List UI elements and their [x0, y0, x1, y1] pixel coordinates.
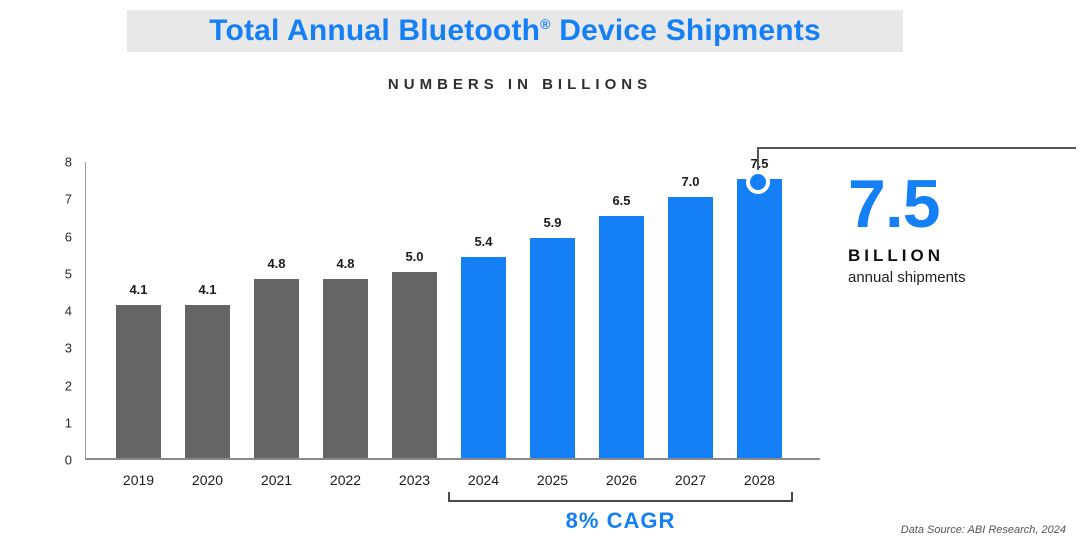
cagr-bracket [448, 492, 793, 502]
bar-value-label: 6.5 [612, 193, 631, 208]
bar-2021 [254, 279, 299, 458]
bar-value-label: 5.4 [474, 234, 493, 249]
bar-2024 [461, 257, 506, 458]
page-title: Total Annual Bluetooth® Device Shipments [209, 14, 821, 48]
y-tick-label: 6 [64, 229, 72, 244]
bar-value-label: 4.8 [267, 256, 286, 271]
bar-2020 [185, 305, 230, 458]
bar-value-label: 5.9 [543, 215, 562, 230]
registered-trademark-symbol: ® [540, 16, 551, 32]
callout-caption: annual shipments [848, 269, 966, 286]
bars-container: 4.1 2019 4.1 2020 4.8 2021 4.8 2022 5.0 2023 5.4 20… [104, 156, 794, 488]
bar-column: 4.1 2020 [173, 162, 242, 488]
y-tick-label: 1 [64, 415, 72, 431]
callout: 7.5 BILLION annual shipments [848, 170, 1058, 286]
chart-subtitle: NUMBERS IN BILLIONS [387, 76, 653, 93]
y-tick-label: 7 [64, 191, 72, 207]
bar-2019 [116, 305, 161, 458]
bar-value-label: 7.5 [750, 156, 769, 171]
x-axis-label: 2028 [743, 472, 776, 488]
callout-connector-vertical [757, 147, 759, 175]
x-axis-label: 2021 [260, 472, 293, 488]
bar-column: 5.9 2025 [518, 162, 587, 488]
bar-2026 [599, 216, 644, 458]
bar-2023 [392, 272, 437, 458]
bar-column: 4.1 2019 [104, 162, 173, 488]
bar-value-label: 4.1 [129, 282, 148, 297]
title-band: Total Annual Bluetooth® Device Shipments [127, 10, 903, 52]
callout-connector-horizontal [758, 147, 1076, 149]
page-title-text: Device Shipments [550, 14, 821, 47]
x-axis-label: 2020 [191, 472, 224, 488]
bar-2028 [737, 179, 782, 458]
bar-2022 [323, 279, 368, 458]
y-tick-label: 8 [64, 154, 72, 170]
bar-column: 6.5 2026 [587, 162, 656, 488]
y-tick-label: 5 [64, 266, 72, 282]
bar-column: 4.8 2022 [311, 162, 380, 488]
bar-2027 [668, 197, 713, 458]
x-axis-label: 2024 [467, 472, 500, 488]
y-tick-label: 3 [64, 340, 72, 356]
bar-column: 7.0 2027 [656, 162, 725, 488]
y-tick-label: 0 [64, 452, 72, 468]
x-axis-label: 2023 [398, 472, 431, 488]
y-tick-label: 2 [64, 378, 72, 393]
callout-unit: BILLION [848, 246, 944, 265]
bar-column: 7.5 2028 [725, 156, 794, 488]
data-source: Data Source: ABI Research, 2024 [900, 524, 1066, 536]
plot-area: 4.1 2019 4.1 2020 4.8 2021 4.8 2022 5.0 2023 5.4 20… [85, 156, 820, 488]
bar-column: 4.8 2021 [242, 162, 311, 488]
x-axis-label: 2019 [122, 472, 155, 488]
callout-value: 7.5 [848, 166, 941, 242]
bar-value-label: 4.1 [198, 282, 217, 297]
x-axis-label: 2022 [329, 472, 362, 488]
y-tick-label: 4 [64, 303, 72, 319]
x-axis-label: 2025 [536, 472, 569, 488]
x-axis-label: 2026 [605, 472, 638, 488]
highlight-dot [746, 170, 770, 194]
cagr-label: 8% CAGR [565, 508, 676, 533]
y-axis-labels: 0 1 2 3 4 5 6 7 8 [38, 155, 78, 468]
bar-column: 5.4 2024 [449, 162, 518, 488]
bar-2025 [530, 238, 575, 458]
x-axis-label: 2027 [674, 472, 707, 488]
bar-column: 5.0 2023 [380, 162, 449, 488]
bar-value-label: 7.0 [681, 174, 700, 189]
bar-value-label: 5.0 [405, 249, 424, 264]
page-title-text: Total Annual Bluetooth [209, 14, 541, 47]
bar-value-label: 4.8 [336, 256, 355, 271]
